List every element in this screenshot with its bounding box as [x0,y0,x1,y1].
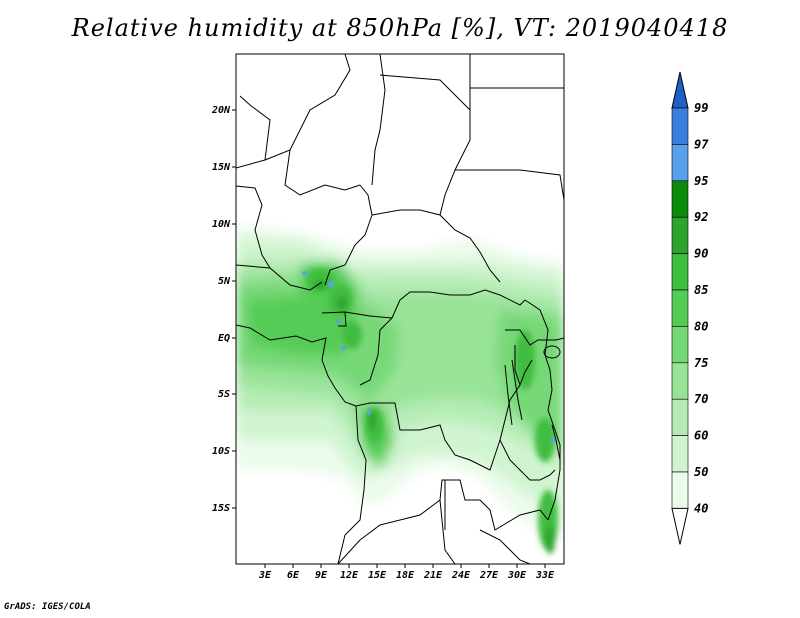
high-humidity-spots [302,271,556,442]
lon-label-24e: 24E [451,570,471,581]
lon-label-9e: 9E [315,570,328,581]
lon-label-21e: 21E [423,570,443,581]
lat-label-15s: 15S [212,503,230,514]
lon-label-15e: 15E [368,570,387,581]
lon-label-12e: 12E [340,570,359,581]
lakes [504,345,561,461]
legend-swatch [671,289,689,327]
humidity-field [236,54,564,564]
legend-arrow-bottom [671,507,689,545]
legend-label: 92 [694,210,708,224]
legend-swatch [671,107,689,145]
lat-label-10n: 10N [212,219,231,230]
lat-label-5n: 5N [218,276,231,287]
legend-swatch [671,471,689,509]
legend-label: 90 [694,247,708,261]
legend-label: 95 [694,174,708,188]
legend-swatch [671,180,689,218]
legend-swatch [671,398,689,436]
lon-label-30e: 30E [507,570,527,581]
legend-label: 60 [694,429,708,443]
map-frame [235,53,565,565]
map-title: Relative humidity at 850hPa [%], VT: 201… [71,14,729,42]
legend-label: 50 [694,465,708,479]
longitude-axis: 3E 6E 9E 12E 15E 18E 21E 24E 27E 30E 33E [258,564,555,581]
lon-label-18e: 18E [396,570,415,581]
lat-label-5s: 5S [218,389,230,400]
lat-label-15n: 15N [212,162,231,173]
lon-label-33e: 33E [535,570,555,581]
legend-label: 70 [694,392,708,406]
legend-swatch [671,326,689,364]
color-legend: 99 97 95 92 90 85 80 75 70 60 50 40 [671,71,709,545]
legend-swatch [671,216,689,254]
legend-label: 85 [694,283,708,297]
legend-swatch [671,253,689,291]
legend-arrow-top [671,71,689,109]
legend-swatch [671,435,689,473]
legend-label: 40 [694,501,708,515]
lon-label-6e: 6E [287,570,300,581]
lat-label-eq: EQ [218,333,230,344]
latitude-axis: 20N 15N 10N 5N EQ 5S 10S 15S [211,105,236,514]
legend-label: 75 [694,356,708,370]
legend-label: 80 [694,319,708,333]
legend-swatch [671,144,689,182]
lat-label-10s: 10S [212,446,230,457]
country-borders [236,54,564,564]
legend-label: 97 [694,137,709,151]
lat-label-20n: 20N [211,105,231,116]
footer-credit: GrADS: IGES/COLA [4,602,91,612]
legend-label: 99 [694,101,708,115]
lon-label-27e: 27E [479,570,499,581]
legend-swatch [671,362,689,400]
lon-label-3e: 3E [258,570,272,581]
